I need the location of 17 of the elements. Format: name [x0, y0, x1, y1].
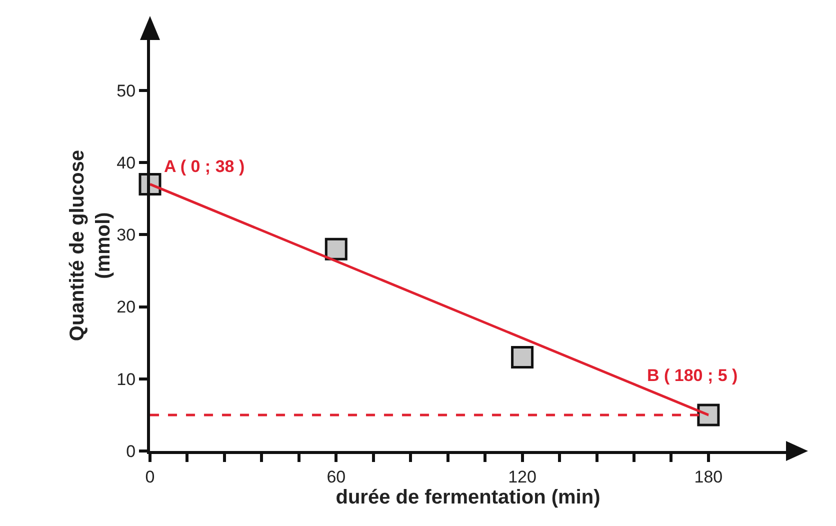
- annotation: A ( 0 ; 38 ): [164, 157, 245, 176]
- point: [697, 404, 720, 426]
- point: [511, 346, 534, 369]
- x-tick-label: 180: [694, 467, 723, 486]
- y-tick-label: 0: [126, 442, 136, 461]
- annotation: B ( 180 ; 5 ): [647, 366, 738, 385]
- x-tick-label: 0: [145, 467, 155, 486]
- point: [324, 238, 348, 260]
- y-tick-label: 20: [116, 298, 136, 317]
- y-axis-title: Quantité de glucose (mmol): [66, 150, 115, 342]
- y-tick-label: 10: [116, 370, 136, 389]
- x-tick-label: 120: [508, 467, 536, 486]
- y-tick-label: 50: [116, 81, 136, 100]
- x-axis-title: durée de fermentation (min): [336, 486, 600, 508]
- x-tick-label: 60: [326, 467, 346, 486]
- y-tick-label: 30: [116, 226, 136, 245]
- y-tick-label: 40: [116, 154, 136, 173]
